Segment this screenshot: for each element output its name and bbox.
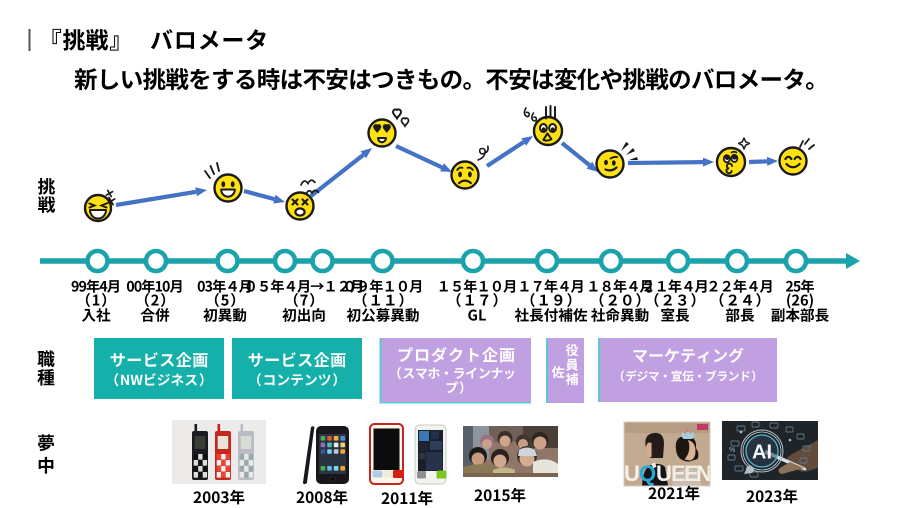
svg-text:N: N	[696, 461, 712, 486]
svg-text:E: E	[684, 461, 699, 486]
svg-text:%: %	[729, 447, 735, 454]
svg-text:U: U	[656, 461, 672, 486]
svg-text:E: E	[671, 461, 686, 486]
svg-text:U: U	[624, 461, 640, 486]
svg-text:AI: AI	[752, 442, 772, 464]
svg-text:Q: Q	[639, 461, 656, 486]
